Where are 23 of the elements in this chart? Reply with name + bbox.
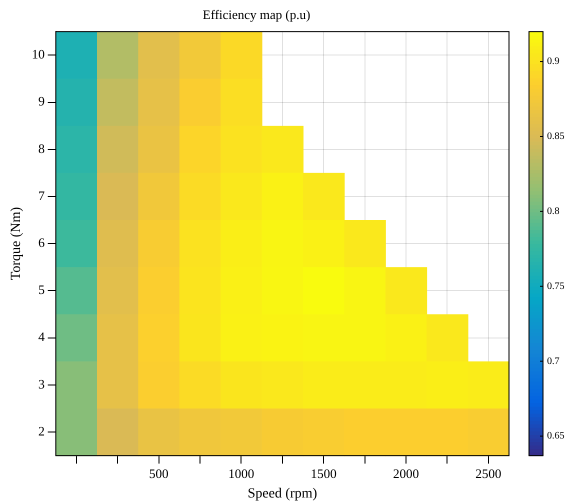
y-tick-label: 5 (38, 282, 45, 298)
color-bar-label: 0.7 (547, 356, 560, 367)
y-tick-label: 7 (38, 188, 46, 203)
chart-title: Efficiency map (p.u) (202, 7, 310, 22)
x-axis-title: Speed (rpm) (248, 486, 318, 502)
y-tick-label: 2 (38, 423, 45, 438)
x-tick-label: 1000 (228, 466, 254, 481)
color-bar-label: 0.8 (547, 206, 560, 218)
color-bar-label: 0.75 (547, 280, 564, 292)
y-axis-title: Torque (Nm) (9, 206, 24, 280)
y-tick-label: 6 (38, 235, 46, 250)
x-tick-label: 2000 (393, 466, 419, 481)
x-tick-label: 500 (149, 466, 169, 481)
y-tick-label: 9 (38, 94, 45, 109)
color-bar-label: 0.65 (547, 430, 564, 442)
x-tick-label: 2500 (475, 466, 502, 481)
y-tick-label: 3 (38, 376, 45, 392)
x-tick-label: 1500 (310, 466, 337, 481)
y-tick-label: 8 (38, 140, 45, 156)
color-bar-label: 0.85 (547, 131, 564, 142)
color-bar-label: 0.9 (547, 56, 560, 68)
y-tick-label: 4 (38, 329, 46, 344)
y-tick-label: 10 (32, 46, 45, 62)
